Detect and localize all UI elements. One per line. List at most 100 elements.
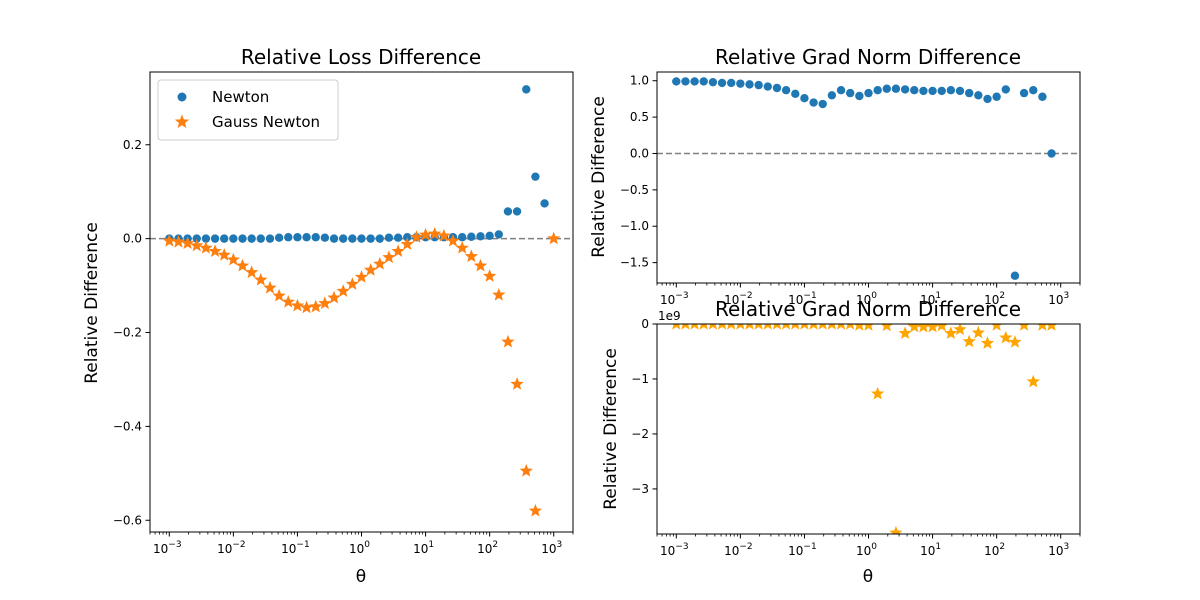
newton-point	[965, 88, 974, 98]
newton-point	[736, 79, 745, 88]
gauss-newton-point	[925, 324, 940, 333]
newton-point	[836, 85, 846, 95]
loss-legend: Newton Gauss Newton	[157, 79, 339, 141]
newton-point	[375, 234, 384, 243]
gauss-newton-point	[473, 258, 488, 272]
newton-point	[192, 234, 201, 243]
gauss-newton-point	[382, 250, 396, 264]
newton-point	[338, 234, 348, 243]
newton-point	[302, 233, 311, 242]
gauss-newton-point	[519, 463, 533, 477]
gauss-newton-point	[492, 287, 506, 301]
x-tick-label: 10−2	[217, 540, 246, 556]
newton-point	[891, 84, 901, 93]
newton-point	[983, 94, 992, 104]
gauss-newton-point	[364, 263, 378, 276]
gauss-newton-point	[980, 336, 995, 349]
grad-newton-panel-ylabel: Relative Difference	[589, 96, 609, 258]
newton-point	[220, 234, 229, 243]
newton-point	[503, 207, 513, 216]
newton-point	[274, 233, 284, 242]
y-tick-label: 0.0	[630, 146, 649, 160]
x-tick-label: 101	[920, 291, 941, 307]
gauss-newton-point	[672, 324, 681, 330]
y-tick-label: −3	[631, 482, 649, 496]
newton-point	[818, 99, 827, 109]
gauss-newton-point	[1046, 324, 1057, 331]
gauss-newton-point	[446, 233, 460, 247]
y-tick-label: −0.6	[113, 513, 142, 527]
newton-point	[229, 234, 238, 243]
newton-point	[937, 86, 946, 96]
newton-point	[772, 83, 782, 93]
gauss-newton-point	[391, 244, 405, 257]
gauss-newton-point	[327, 290, 341, 304]
gauss-newton-point	[889, 525, 903, 534]
newton-point	[522, 85, 531, 94]
newton-point	[1038, 92, 1047, 101]
gauss-newton-point	[501, 334, 515, 348]
newton-point	[1047, 149, 1056, 158]
gauss-newton-point	[373, 256, 387, 270]
gauss-newton-point	[272, 288, 286, 302]
y-tick-label: −1.0	[620, 219, 649, 233]
newton-point	[238, 234, 247, 243]
x-tick-label: 101	[413, 540, 434, 556]
gauss-newton-point	[290, 298, 305, 312]
gauss-newton-point	[354, 270, 369, 283]
newton-point	[791, 89, 800, 99]
x-tick-label: 101	[920, 542, 941, 558]
gauss-newton-point	[782, 324, 791, 330]
gauss-newton-point	[854, 324, 865, 331]
newton-point	[708, 77, 718, 87]
gauss-newton-point	[991, 324, 1002, 331]
newton-point	[699, 77, 708, 86]
loss-panel-ylabel: Relative Difference	[82, 222, 102, 384]
legend-box	[157, 79, 339, 141]
newton-point	[403, 233, 412, 242]
newton-point	[992, 92, 1001, 101]
gauss-newton-point	[336, 284, 350, 297]
newton-point	[910, 85, 919, 95]
newton-point	[955, 86, 965, 96]
gauss-newton-point	[171, 234, 186, 248]
gauss-newton-point	[254, 272, 268, 286]
newton-point	[366, 234, 375, 243]
gauss-newton-point	[400, 237, 414, 250]
x-tick-label: 103	[541, 540, 562, 556]
gauss-newton-point	[699, 324, 708, 330]
newton-point	[800, 93, 809, 103]
x-tick-label: 10−2	[724, 542, 753, 558]
gauss-newton-point	[482, 269, 497, 282]
newton-point	[763, 82, 772, 91]
newton-point	[348, 234, 357, 243]
gauss-newton-point	[717, 324, 727, 330]
gauss-newton-point	[345, 277, 360, 290]
newton-point	[781, 85, 791, 95]
gauss-newton-point	[547, 231, 561, 245]
newton-point	[284, 233, 293, 242]
newton-point	[210, 234, 220, 243]
legend-gauss-newton-label: Gauss Newton	[212, 113, 320, 131]
gauss-newton-point	[318, 296, 332, 310]
grad-gauss-panel-xlabel: θ	[863, 567, 873, 587]
gauss-newton-point	[263, 280, 277, 294]
gauss-newton-point	[528, 503, 543, 517]
grad-newton-plot-area: 10−3 10−2 10−1 100 101 102 103 1.0 0.5 0.0 −0.5 −1.…	[620, 71, 1081, 307]
gauss-newton-point	[180, 236, 195, 249]
newton-point	[384, 233, 394, 242]
x-tick-label: 10−1	[788, 542, 817, 558]
y-tick-label: −1.5	[620, 256, 649, 270]
legend-newton-marker	[177, 92, 187, 102]
y-tick-label: −0.5	[620, 183, 649, 197]
y-tick-label: 1.0	[630, 74, 649, 88]
newton-point	[1019, 88, 1029, 98]
legend-newton-label: Newton	[212, 88, 269, 106]
grad-norm-gauss-newton-panel: Relative Grad Norm Difference 1e9 θ Rela…	[601, 297, 1081, 587]
gauss-newton-point	[836, 324, 846, 330]
newton-point	[393, 233, 403, 242]
gauss-newton-point	[791, 324, 800, 330]
newton-point	[727, 78, 736, 88]
gauss-newton-point	[999, 330, 1013, 344]
